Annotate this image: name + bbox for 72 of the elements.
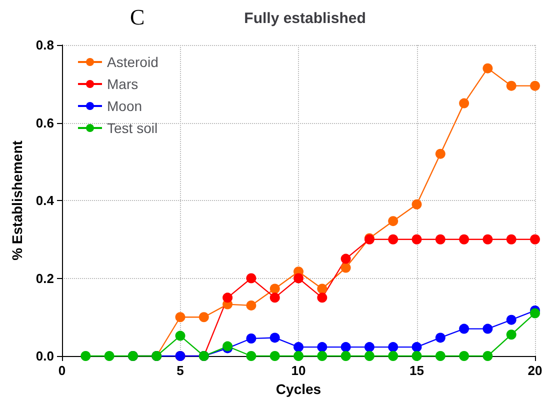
point bbox=[80, 351, 91, 361]
point bbox=[459, 98, 470, 108]
point bbox=[506, 314, 516, 325]
point bbox=[506, 234, 516, 244]
point bbox=[270, 332, 280, 343]
y-tick-label: 0.2 bbox=[36, 270, 54, 286]
point bbox=[482, 234, 493, 244]
point bbox=[317, 284, 328, 294]
point bbox=[412, 199, 422, 210]
point bbox=[482, 63, 493, 74]
point bbox=[530, 308, 540, 318]
x-tick-label: 0 bbox=[58, 363, 66, 378]
point bbox=[246, 334, 256, 344]
point bbox=[435, 332, 446, 343]
point bbox=[317, 351, 328, 361]
legend-label: Asteroid bbox=[107, 54, 158, 70]
legend-label: Mars bbox=[107, 76, 138, 92]
point bbox=[388, 342, 398, 352]
y-tick-label: 0.6 bbox=[36, 115, 54, 130]
point bbox=[340, 342, 351, 352]
point bbox=[435, 351, 446, 361]
point bbox=[388, 234, 398, 244]
point bbox=[175, 312, 186, 322]
y-axis-title: % Establishement bbox=[9, 140, 25, 260]
y-tick-label: 0.4 bbox=[36, 193, 55, 208]
x-tick-label: 5 bbox=[176, 363, 184, 378]
point bbox=[530, 80, 540, 91]
point bbox=[198, 312, 209, 322]
point bbox=[435, 148, 446, 159]
point bbox=[340, 254, 351, 264]
point bbox=[104, 351, 114, 361]
y-tick-label: 0.0 bbox=[36, 348, 54, 364]
point bbox=[246, 273, 256, 284]
point bbox=[270, 351, 280, 361]
point bbox=[459, 324, 470, 334]
point bbox=[388, 351, 398, 361]
point bbox=[246, 351, 256, 361]
point bbox=[482, 324, 493, 334]
point bbox=[412, 234, 422, 244]
point bbox=[246, 300, 256, 310]
point bbox=[317, 292, 328, 303]
legend-label: Test soil bbox=[107, 120, 158, 136]
point bbox=[364, 342, 374, 352]
x-tick-label: 10 bbox=[291, 363, 306, 378]
legend-label: Moon bbox=[107, 98, 142, 114]
point bbox=[340, 262, 351, 273]
point bbox=[340, 351, 351, 361]
text: C bbox=[130, 4, 145, 30]
x-tick-label: 15 bbox=[410, 363, 424, 378]
point bbox=[364, 351, 374, 361]
x-axis-title: Cycles bbox=[276, 380, 322, 397]
point bbox=[294, 351, 304, 361]
point bbox=[388, 216, 398, 226]
point bbox=[506, 80, 516, 91]
point bbox=[294, 273, 304, 284]
point bbox=[435, 234, 446, 244]
point bbox=[482, 351, 493, 361]
point bbox=[530, 234, 540, 244]
point bbox=[270, 292, 280, 303]
point bbox=[317, 342, 328, 352]
point bbox=[270, 284, 280, 294]
point bbox=[412, 351, 422, 361]
point bbox=[294, 342, 304, 352]
point bbox=[222, 292, 233, 303]
point bbox=[459, 234, 470, 244]
point bbox=[506, 330, 516, 340]
x-tick-label: 20 bbox=[528, 363, 542, 378]
point bbox=[412, 342, 422, 352]
y-tick-label: 0.8 bbox=[36, 38, 54, 52]
point bbox=[459, 351, 470, 361]
point bbox=[175, 330, 186, 341]
chart-title: Fully established bbox=[244, 10, 366, 27]
